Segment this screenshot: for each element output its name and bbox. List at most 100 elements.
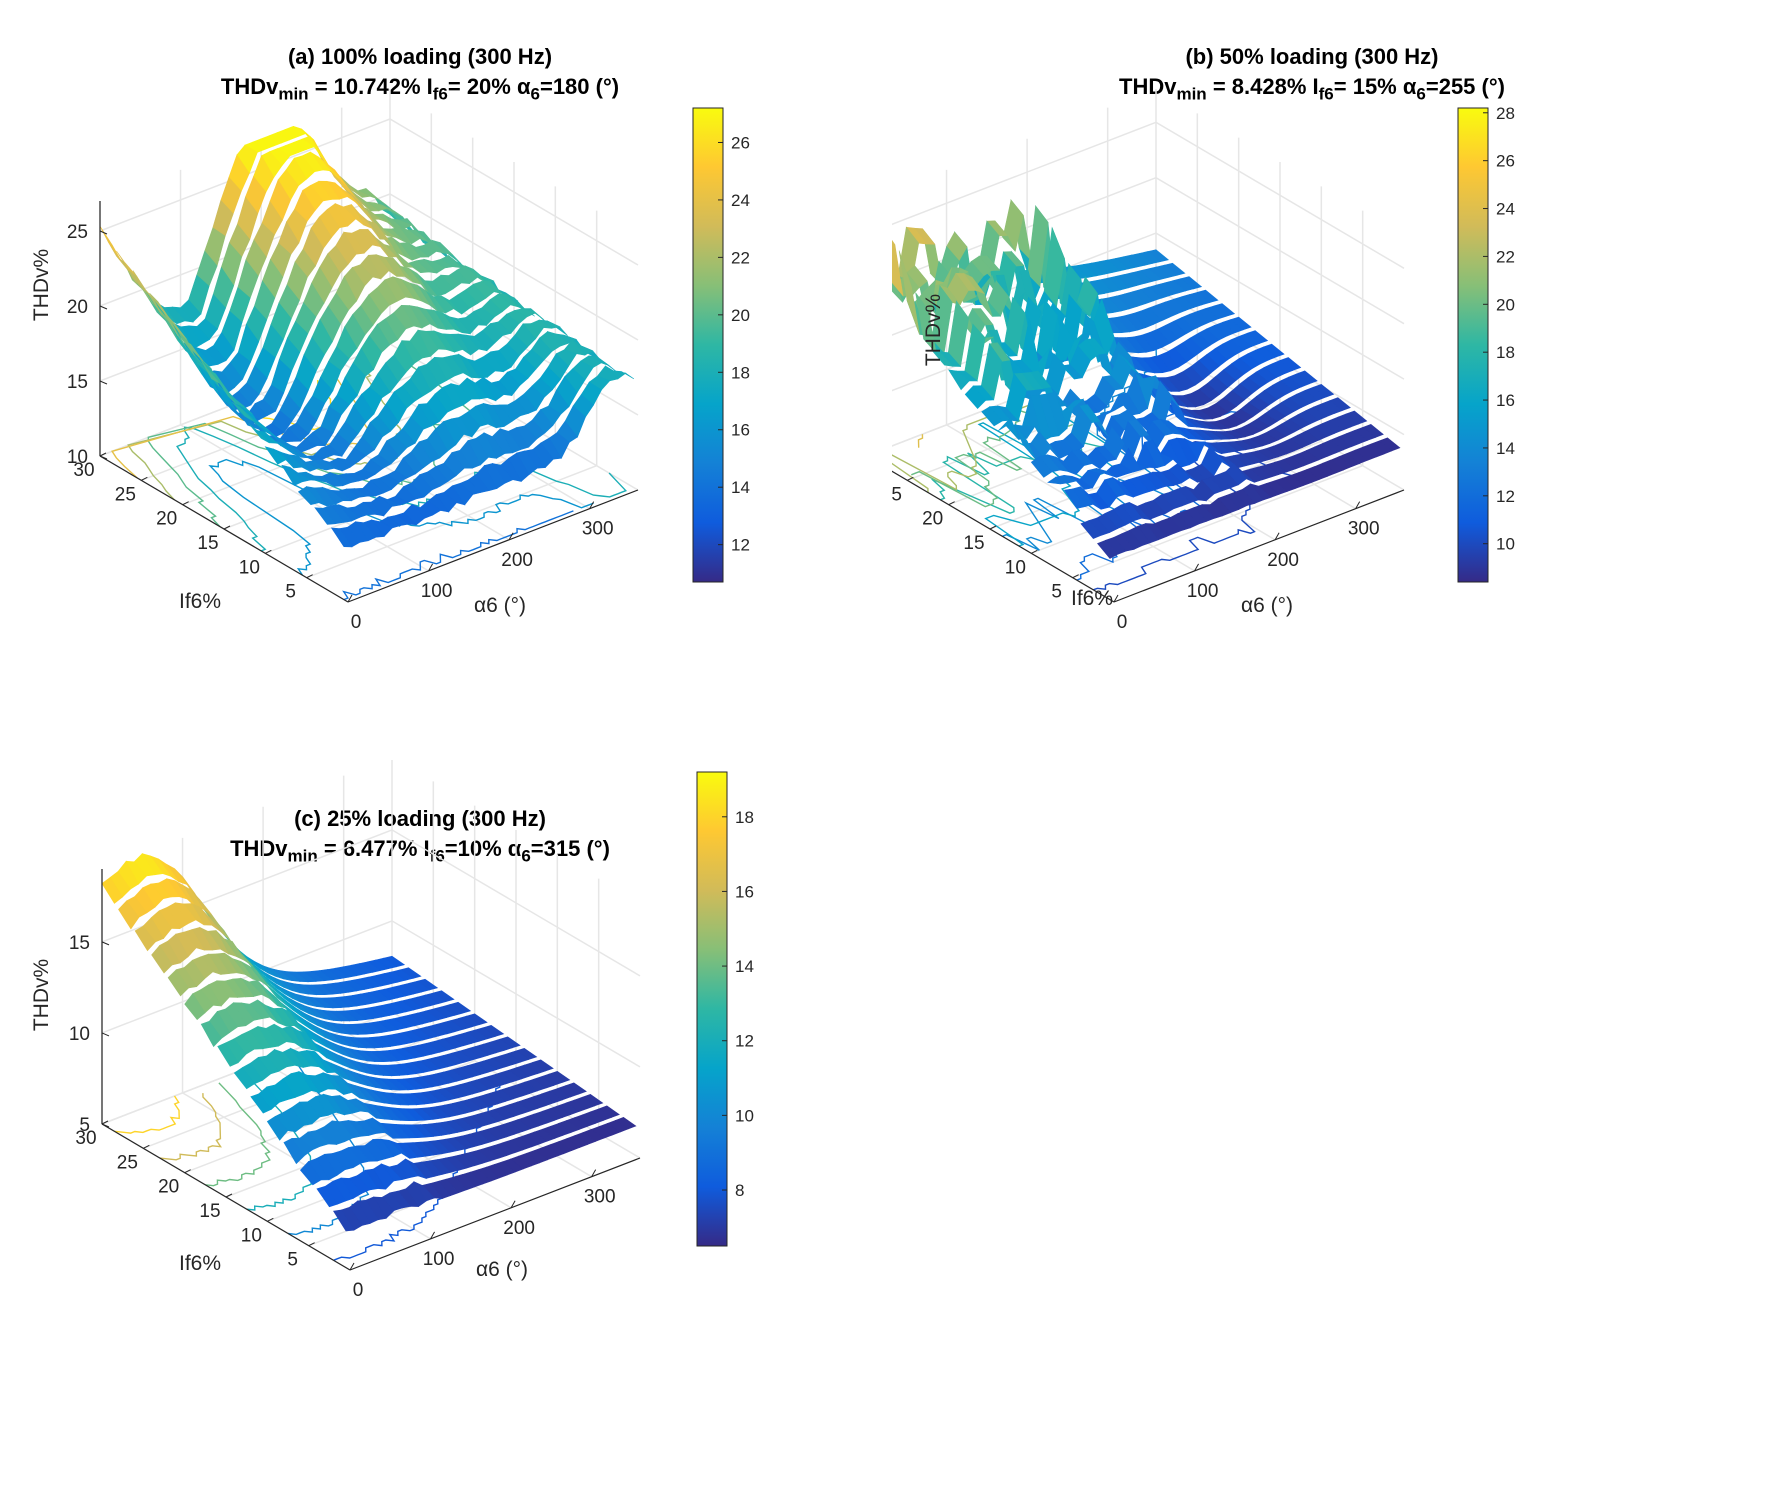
z-tick-label: 25 — [67, 222, 88, 243]
surface-patch — [964, 323, 986, 382]
z-tick-mark — [99, 230, 108, 235]
y-tick-mark — [989, 525, 997, 530]
x-tick-mark — [430, 1231, 435, 1240]
colorbar-tick-label: 16 — [731, 421, 750, 440]
y-tick-mark — [182, 501, 189, 506]
x-tick-label: 0 — [351, 612, 362, 633]
z-tick-label: 10 — [69, 1024, 90, 1045]
subtitle-line-c: THDvmin = 6.477% If6=10% α6=315 (°) — [230, 836, 610, 866]
colorbar-tick-label: 22 — [731, 248, 750, 267]
colorbar-tick-label: 14 — [735, 957, 754, 976]
y-tick-label: 5 — [287, 1250, 298, 1271]
y-tick-mark — [141, 476, 148, 481]
z-tick-label: 20 — [67, 297, 88, 318]
colorbar-tick-label: 28 — [1496, 104, 1515, 123]
surface-patch — [297, 486, 320, 506]
colorbar-tick-label: 24 — [1496, 200, 1515, 219]
surface-patch — [281, 464, 303, 486]
surface-patch — [116, 250, 138, 277]
y-tick-label: 15 — [199, 1201, 220, 1222]
x-tick-mark — [428, 563, 433, 572]
y-tick-label: 15 — [197, 533, 218, 554]
y-axis-label: If6% — [179, 1252, 221, 1275]
y-tick-mark — [225, 1193, 233, 1198]
contour-line — [917, 434, 924, 448]
y-tick-mark — [306, 574, 313, 579]
surface-patch — [998, 417, 1019, 440]
y-tick-mark — [267, 1217, 274, 1222]
y-tick-mark — [101, 1120, 109, 1125]
subtitle-line-b: THDvmin = 8.428% If6= 15% α6=255 (°) — [1119, 74, 1505, 104]
x-tick-mark — [1355, 501, 1361, 509]
colorbar-tick-label: 14 — [1496, 439, 1515, 458]
y-tick-mark — [1031, 549, 1038, 554]
x-tick-label: 300 — [582, 519, 614, 540]
y-tick-label: 20 — [922, 509, 943, 530]
x-tick-mark — [508, 532, 514, 541]
y-tick-label: 25 — [892, 484, 902, 505]
grid-line — [99, 118, 639, 266]
colorbar-tick-label: 24 — [731, 191, 750, 210]
surface-patch — [1097, 539, 1119, 559]
y-tick-label: 5 — [1051, 582, 1062, 603]
z-tick-label: 15 — [69, 933, 90, 954]
z-tick-mark — [99, 455, 108, 460]
colorbar-tick-label: 12 — [1496, 487, 1515, 506]
colorbar-tick-label: 20 — [1496, 295, 1515, 314]
x-tick-mark — [1113, 594, 1119, 603]
colorbar-tick-label: 26 — [1496, 152, 1515, 171]
y-tick-mark — [907, 476, 914, 481]
x-tick-label: 300 — [1348, 519, 1380, 540]
x-tick-label: 200 — [501, 550, 533, 571]
z-tick-mark — [101, 1032, 110, 1037]
x-tick-mark — [1274, 532, 1280, 541]
z-tick-mark — [101, 941, 110, 946]
y-tick-label: 10 — [239, 557, 260, 578]
y-tick-mark — [223, 525, 231, 530]
surface-patch — [232, 401, 253, 421]
contour-line — [342, 510, 574, 601]
z-tick-label: 5 — [79, 1115, 90, 1136]
y-tick-mark — [143, 1144, 150, 1149]
surface-patch — [167, 969, 189, 997]
surface-patch — [299, 1161, 322, 1186]
surface-patch — [931, 350, 954, 367]
y-tick-label: 25 — [115, 484, 136, 505]
contour-line — [911, 407, 1073, 508]
x-tick-label: 200 — [503, 1218, 535, 1239]
z-axis-label: THDv% — [30, 959, 53, 1031]
y-tick-mark — [308, 1242, 315, 1247]
x-axis-label: α6 (°) — [474, 594, 526, 617]
grid-line — [892, 232, 1405, 380]
surface-patch — [151, 944, 173, 974]
colorbar-tick-label: 8 — [735, 1181, 744, 1200]
colorbar-tick-label: 18 — [1496, 343, 1515, 362]
surface-patch — [198, 356, 220, 384]
colorbar-tick-label: 18 — [731, 363, 750, 382]
surface-patch — [1014, 423, 1036, 459]
colorbar — [1457, 107, 1489, 583]
title-line-b: (b) 50% loading (300 Hz) — [1185, 44, 1439, 69]
colorbar-tick-label: 10 — [735, 1106, 754, 1125]
x-tick-label: 100 — [1187, 581, 1219, 602]
z-tick-mark — [99, 305, 108, 310]
y-tick-label: 20 — [158, 1177, 179, 1198]
y-tick-label: 20 — [156, 509, 177, 530]
surface-patch — [283, 1138, 305, 1165]
x-tick-mark — [1194, 563, 1199, 572]
surface-patch — [233, 1067, 256, 1090]
surface-patch — [217, 1042, 239, 1067]
x-axis-line — [1113, 489, 1405, 603]
contour-line — [114, 1095, 180, 1134]
title-line-a: (a) 100% loading (300 Hz) — [287, 44, 553, 69]
z-tick-label: 15 — [67, 372, 88, 393]
surface-patch — [981, 406, 1003, 427]
x-tick-label: 100 — [421, 581, 453, 602]
z-axis-label: THDv% — [922, 294, 945, 366]
y-tick-label: 30 — [75, 1128, 96, 1149]
y-tick-mark — [99, 452, 107, 457]
y-tick-mark — [184, 1169, 191, 1174]
colorbar-tick-label: 26 — [731, 133, 750, 152]
x-axis-label: α6 (°) — [1241, 594, 1293, 617]
